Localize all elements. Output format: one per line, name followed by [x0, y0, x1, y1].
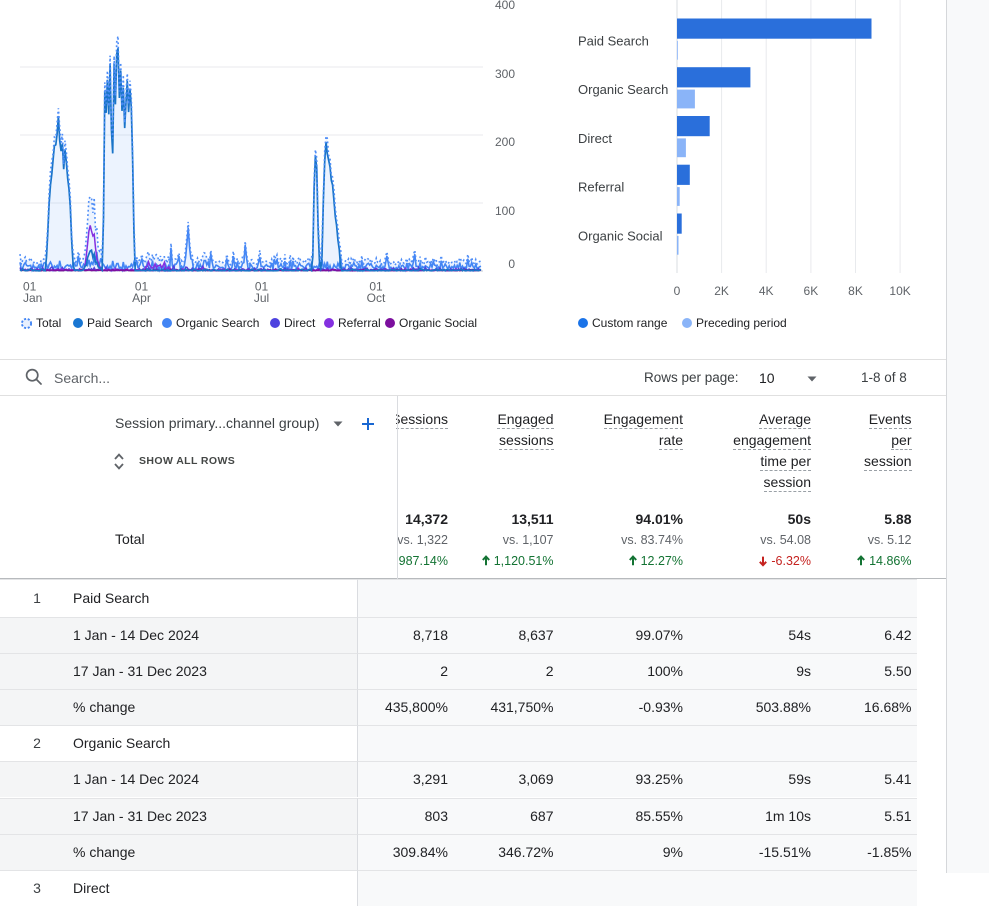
svg-text:Oct: Oct [367, 291, 386, 305]
svg-text:200: 200 [495, 135, 515, 149]
svg-text:Apr: Apr [132, 291, 151, 305]
svg-text:300: 300 [495, 67, 515, 81]
svg-text:2K: 2K [714, 284, 729, 298]
svg-text:Jul: Jul [254, 291, 269, 305]
svg-text:01: 01 [369, 280, 383, 294]
svg-text:6K: 6K [804, 284, 819, 298]
svg-text:Organic Search: Organic Search [578, 82, 668, 97]
svg-text:Paid Search: Paid Search [578, 34, 649, 49]
svg-text:Referral: Referral [578, 180, 624, 195]
svg-text:01: 01 [135, 280, 149, 294]
svg-text:10K: 10K [889, 284, 910, 298]
svg-text:Organic Social: Organic Social [578, 229, 663, 244]
svg-text:01: 01 [255, 280, 269, 294]
svg-text:8K: 8K [848, 284, 863, 298]
svg-text:01: 01 [23, 280, 37, 294]
svg-text:Jan: Jan [23, 291, 42, 305]
svg-text:400: 400 [495, 0, 515, 12]
svg-text:100: 100 [495, 204, 515, 218]
svg-text:0: 0 [508, 257, 515, 271]
svg-text:0: 0 [674, 284, 681, 298]
svg-text:Direct: Direct [578, 131, 612, 146]
svg-text:4K: 4K [759, 284, 774, 298]
